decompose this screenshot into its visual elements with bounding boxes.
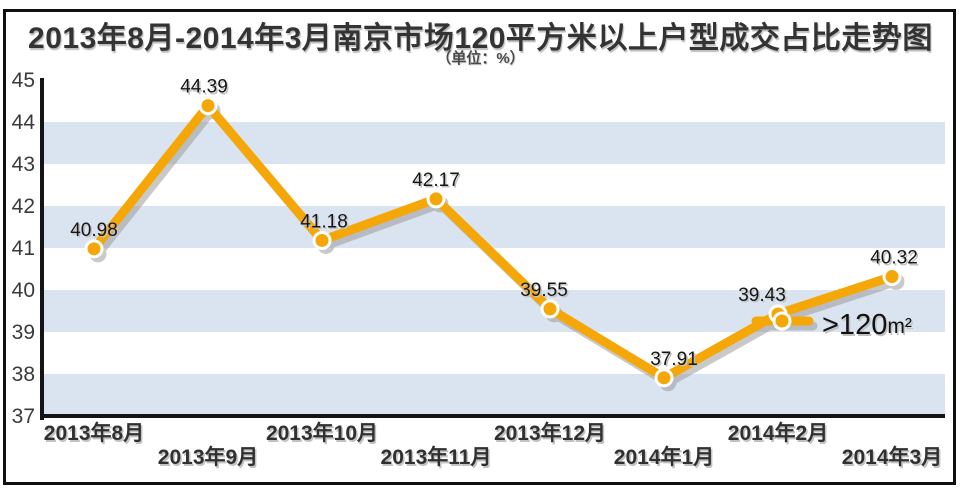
value-label: 40.98 [70,220,118,241]
grid-band [44,374,945,416]
data-point-marker [312,230,332,250]
value-label-shadow: 39.55 [522,282,570,303]
y-tick-label: 38 [12,363,35,386]
legend-label-shadow: >120m² [824,311,914,343]
grid-band [44,206,945,248]
data-point-marker [426,189,446,209]
legend-label: >120m² [822,309,912,341]
value-label: 39.43 [738,285,786,306]
x-tick-label: 2013年9月 [158,445,258,469]
value-label-shadow: 37.91 [652,351,700,372]
data-line [89,101,897,383]
data-point-marker [540,299,560,319]
x-tick-label: 2014年2月 [728,421,828,445]
x-tick-label-shadow: 2014年2月 [729,423,829,447]
x-tick-label-shadow: 2013年9月 [159,447,259,471]
x-tick-label: 2013年8月 [44,421,144,445]
x-axis-line [40,414,945,418]
x-tick-label-shadow: 2014年1月 [615,447,715,471]
value-label: 39.55 [520,280,568,301]
y-tick-label: 37 [12,405,35,428]
chart-title: 2013年8月-2014年3月南京市场120平方米以上户型成交占比走势图 [28,22,933,55]
y-tick-label: 44 [12,111,36,134]
value-label: 44.39 [180,77,228,98]
value-label-shadow: 42.17 [414,172,462,193]
x-tick-label: 2013年10月 [266,421,378,445]
x-tick-label-shadow: 2013年12月 [495,423,607,447]
value-label: 41.18 [300,211,348,232]
value-label: 37.91 [650,349,698,370]
value-label: 40.32 [870,248,918,269]
value-label-shadow: 40.32 [872,249,920,270]
y-tick-label: 39 [12,321,35,344]
chart-subtitle: （单位：%） [436,50,525,67]
data-point-marker [882,267,902,287]
value-label-shadow: 39.43 [740,287,788,308]
y-tick-label: 45 [12,69,35,92]
y-tick-label: 41 [12,237,35,260]
x-tick-label-shadow: 2013年11月 [382,447,493,471]
x-tick-label: 2014年1月 [614,445,714,469]
value-label: 42.17 [412,170,460,191]
x-tick-label-shadow: 2013年8月 [45,423,145,447]
x-tick-label: 2014年3月 [842,445,942,469]
data-point-marker [84,239,104,259]
value-label-shadow: 40.98 [72,222,120,243]
value-label-shadow: 41.18 [302,213,350,234]
y-tick-label: 40 [12,279,35,302]
x-tick-label: 2013年11月 [381,445,492,469]
legend-key-marker [772,311,792,331]
y-tick-label: 43 [12,153,35,176]
y-tick-label: 42 [12,195,35,218]
value-label-shadow: 44.39 [182,78,230,99]
x-tick-label-shadow: 2013年10月 [267,423,379,447]
data-point-marker [198,96,218,116]
data-point-marker [654,368,674,388]
x-tick-label: 2013年12月 [494,421,606,445]
x-tick-label-shadow: 2014年3月 [843,447,943,471]
y-axis-line [40,78,44,420]
